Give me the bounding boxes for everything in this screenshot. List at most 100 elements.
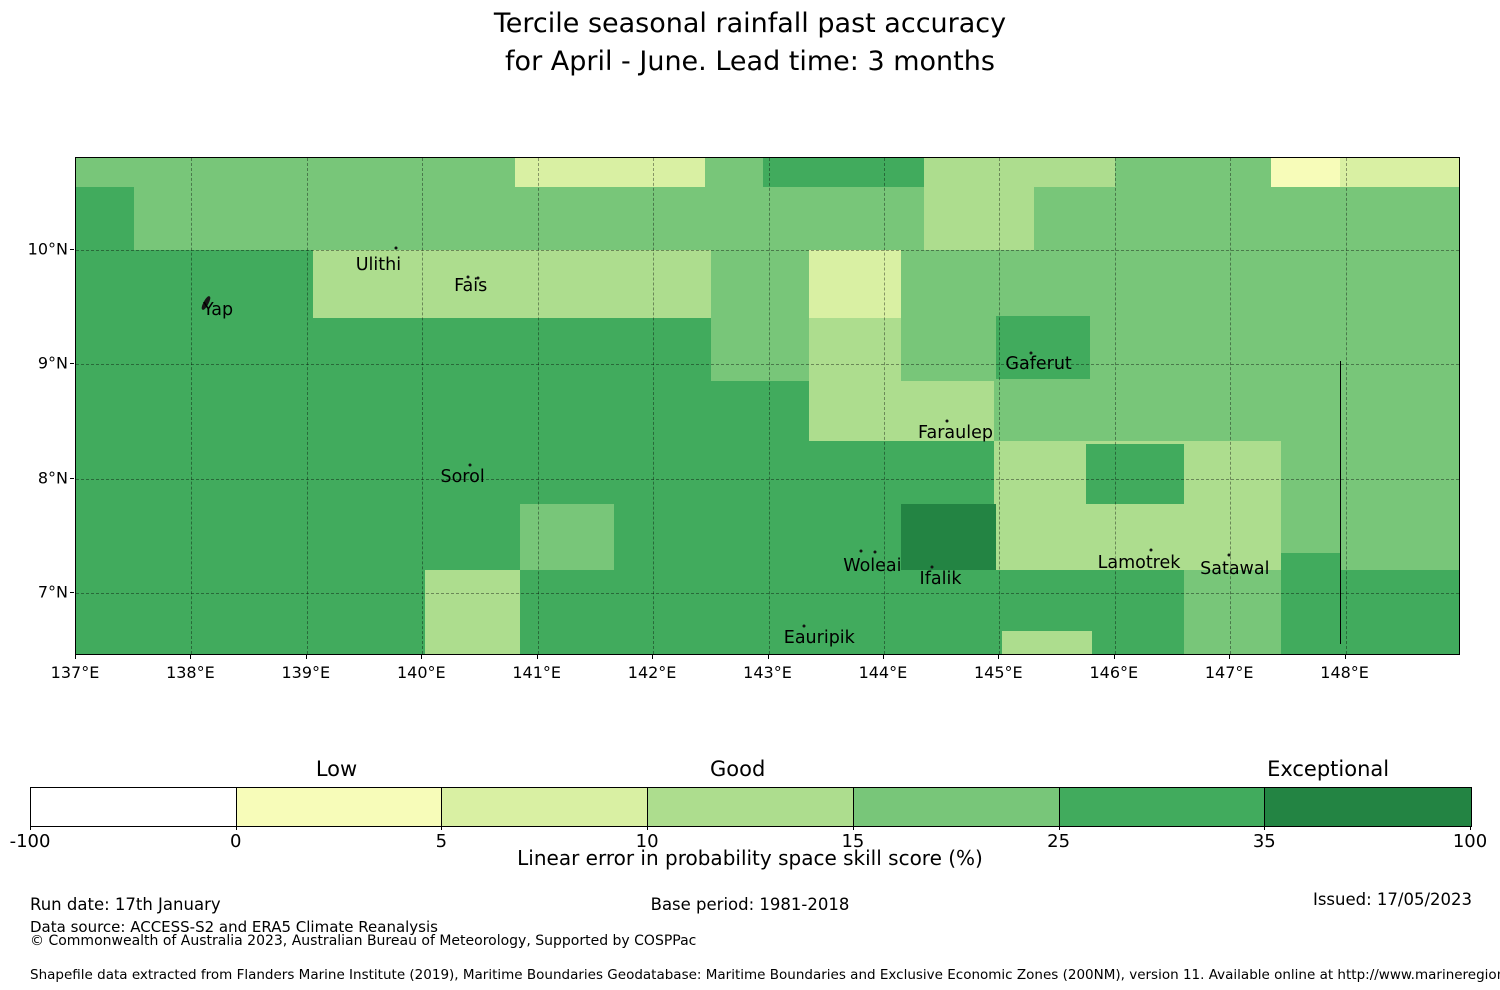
- colorbar-tick-label: 5: [435, 831, 448, 852]
- page-title: Tercile seasonal rainfall past accuracy …: [0, 5, 1500, 81]
- map-grid-cell: [924, 158, 1115, 187]
- longitude-gridline: [191, 158, 193, 654]
- x-axis-tick-mark: [1344, 655, 1346, 659]
- x-axis-tick-label: 143°E: [743, 663, 792, 682]
- latitude-gridline: [76, 364, 1459, 366]
- colorbar-tick-mark: [1058, 826, 1060, 830]
- colorbar-segment: [1265, 788, 1471, 826]
- island-label: Lamotrek: [1097, 553, 1181, 574]
- x-axis-tick-mark: [536, 655, 538, 659]
- colorbar-tick-mark: [647, 826, 649, 830]
- data-source-text: Data source: ACCESS-S2 and ERA5 Climate …: [30, 918, 438, 936]
- island-label: Ulithi: [355, 254, 402, 275]
- island-label: Ifalik: [919, 569, 962, 590]
- longitude-gridline: [1114, 158, 1116, 654]
- colorbar-tick-mark: [235, 826, 237, 830]
- longitude-gridline: [999, 158, 1001, 654]
- island-marker-dot: [1029, 351, 1032, 355]
- y-axis-tick-mark: [70, 592, 74, 593]
- colorbar: [30, 787, 1472, 827]
- map-grid-cell: [924, 186, 1034, 250]
- colorbar-tick-label: 35: [1252, 831, 1276, 852]
- x-axis-tick-label: 144°E: [858, 663, 908, 682]
- longitude-gridline: [1345, 158, 1347, 654]
- colorbar-segment: [1059, 788, 1266, 826]
- map-grid-cell: [1085, 444, 1184, 504]
- x-axis-tick-mark: [652, 655, 654, 659]
- island-marker-dot: [945, 419, 949, 423]
- map-grid-cell: [76, 381, 809, 441]
- shapefile-attribution-text: Shapefile data extracted from Flanders M…: [30, 967, 1500, 983]
- x-axis-tick-mark: [75, 655, 76, 659]
- x-axis-tick-label: 141°E: [512, 663, 562, 682]
- colorbar-tick-mark: [30, 826, 31, 830]
- island-label: Sorol: [440, 467, 485, 488]
- map-grid-cell: [424, 570, 521, 654]
- x-axis-tick-label: 138°E: [166, 663, 215, 682]
- y-axis-tick-mark: [70, 477, 74, 479]
- island-label: Satawal: [1200, 559, 1270, 579]
- x-axis-tick-label: 142°E: [627, 663, 677, 682]
- copyright-text: © Commonwealth of Australia 2023, Austra…: [30, 933, 697, 949]
- issued-date-text: Issued: 17/05/2023: [1312, 890, 1472, 909]
- island-marker-dot: [1149, 548, 1152, 551]
- longitude-gridline: [653, 158, 655, 654]
- colorbar-tick-label: 0: [229, 831, 242, 852]
- map-grid-cell: [808, 318, 902, 382]
- map-grid-cell: [995, 316, 1091, 379]
- colorbar-category-label: Exceptional: [1267, 757, 1390, 781]
- colorbar-tick-mark: [441, 826, 443, 830]
- map-plot-area: Yap Ulithi Fais Gaferut Faraulep Sorol Woleai I…: [75, 157, 1460, 655]
- island-marker-dot: [802, 624, 806, 628]
- map-grid-cell: [1001, 630, 1092, 654]
- colorbar-tick-label: 10: [635, 831, 659, 852]
- x-axis-tick-mark: [305, 655, 307, 659]
- map-grid-cell: [1280, 553, 1341, 654]
- colorbar-tick-label: -100: [9, 831, 51, 852]
- map-grid-cell: [901, 503, 996, 576]
- x-axis-tick-label: 145°E: [973, 663, 1023, 682]
- x-axis-tick-label: 148°E: [1320, 663, 1369, 682]
- x-axis-tick-label: 139°E: [281, 663, 331, 682]
- latitude-gridline: [76, 593, 1459, 594]
- map-grid-cell: [1339, 158, 1459, 187]
- island-marker-dot: [873, 550, 877, 554]
- map-grid-cell: [76, 318, 711, 382]
- latitude-gridline: [76, 478, 1459, 480]
- island-label: Eauripik: [783, 627, 855, 648]
- colorbar-tick-mark: [1470, 826, 1471, 830]
- island-label: Fais: [454, 276, 488, 297]
- island-label: Faraulep: [918, 422, 993, 443]
- longitude-gridline: [306, 158, 308, 654]
- colorbar-tick-label: 100: [1452, 831, 1488, 852]
- title-line-1: Tercile seasonal rainfall past accuracy: [493, 8, 1007, 39]
- x-axis-tick-mark: [1113, 655, 1115, 659]
- y-axis-tick-mark: [70, 248, 74, 250]
- y-axis-tick-label: 8°N: [37, 468, 68, 488]
- map-grid-cell: [808, 381, 994, 441]
- latitude-gridline: [76, 249, 1459, 251]
- x-axis-tick-label: 147°E: [1204, 663, 1254, 682]
- x-axis-tick-mark: [1229, 655, 1231, 659]
- map-grid-cell: [514, 158, 705, 187]
- colorbar-segment: [236, 788, 443, 826]
- colorbar-segment: [31, 788, 237, 826]
- map-grid-cell: [1184, 570, 1281, 654]
- colorbar-tick-mark: [1264, 826, 1266, 830]
- x-axis-tick-mark: [882, 655, 884, 659]
- longitude-gridline: [768, 158, 770, 654]
- x-axis-tick-label: 140°E: [396, 663, 446, 682]
- x-axis-tick-mark: [998, 655, 1000, 659]
- map-grid-cell: [76, 186, 134, 250]
- map-grid-cell: [312, 249, 711, 319]
- x-axis-tick-label: 146°E: [1089, 663, 1139, 682]
- colorbar-axis-label: Linear error in probability space skill …: [517, 846, 983, 870]
- island-marker-dot: [859, 549, 863, 553]
- island-marker-dot: [468, 463, 472, 467]
- colorbar-tick-label: 15: [841, 831, 865, 852]
- y-axis-tick-label: 9°N: [37, 353, 68, 373]
- colorbar-segment: [442, 788, 649, 826]
- base-period-text: Base period: 1981-2018: [650, 895, 850, 914]
- longitude-gridline: [537, 158, 539, 654]
- x-axis-tick-mark: [421, 655, 423, 659]
